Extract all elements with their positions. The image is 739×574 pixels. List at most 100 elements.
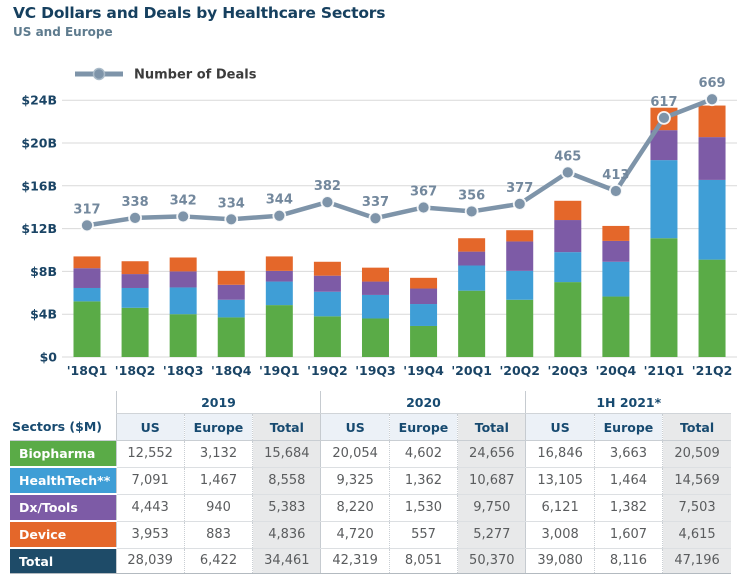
- chart-legend: Number of Deals: [75, 68, 257, 83]
- bar-segment-healthtech: [458, 265, 486, 291]
- table-cell: 9,750: [457, 494, 526, 522]
- y-axis-tick-label: $4B: [30, 307, 57, 322]
- deal-count-label: 367: [410, 184, 437, 199]
- deal-count-label: 317: [73, 202, 100, 217]
- bar-segment-biopharma: [650, 238, 678, 357]
- x-axis-tick-label: '18Q4: [211, 363, 252, 378]
- table-cell: 28,039: [115, 548, 185, 574]
- table-cell: 15,684: [252, 440, 321, 468]
- bar-segment-dxtools: [73, 268, 101, 288]
- table-cell: 8,051: [388, 548, 458, 574]
- table-row-total: Total 28,039 6,422 34,461 42,319 8,051 50,370 3…: [10, 548, 731, 574]
- x-axis-tick-label: '21Q2: [692, 363, 733, 378]
- sector-label-cell: Device: [10, 521, 116, 549]
- bar-segment-healthtech: [313, 291, 341, 317]
- table-cell: 1,464: [593, 467, 663, 495]
- deals-point-marker: [657, 110, 671, 125]
- table-cell: 1,362: [388, 467, 458, 495]
- sector-label-cell: HealthTech**: [10, 467, 116, 495]
- deal-count-label: 465: [554, 149, 581, 164]
- column-header-total: Total: [662, 413, 731, 441]
- table-cell: 557: [388, 521, 458, 549]
- year-group-header: 2020: [320, 391, 526, 414]
- x-axis-tick-label: '20Q4: [596, 363, 637, 378]
- bar-segment-biopharma: [73, 301, 101, 357]
- column-header-europe: Europe: [388, 413, 458, 441]
- bar-segment-dxtools: [265, 270, 293, 282]
- x-axis-tick-label: '21Q1: [644, 363, 685, 378]
- bar-segment-device: [554, 200, 582, 221]
- bar-segment-biopharma: [602, 296, 630, 357]
- sector-label-cell: Dx/Tools: [10, 494, 116, 522]
- bar-segment-device: [265, 256, 293, 271]
- x-axis-tick-label: '20Q2: [499, 363, 540, 378]
- bar-segment-healthtech: [506, 270, 534, 300]
- bar-segment-dxtools: [361, 281, 389, 295]
- column-header-total: Total: [252, 413, 321, 441]
- legend-label: Number of Deals: [134, 68, 257, 83]
- x-axis-tick-label: '18Q2: [115, 363, 156, 378]
- deals-point-marker: [464, 204, 479, 219]
- bar-segment-device: [169, 257, 197, 272]
- table-cell: 4,443: [115, 494, 185, 522]
- deal-count-label: 377: [506, 181, 533, 196]
- deal-count-label: 344: [266, 193, 293, 208]
- table-cell: 1,530: [388, 494, 458, 522]
- y-axis-tick-label: $24B: [21, 93, 57, 108]
- deals-point-marker: [705, 92, 719, 107]
- deals-point-marker: [416, 200, 431, 215]
- table-cell: 20,509: [662, 440, 731, 468]
- table-cell: 39,080: [525, 548, 595, 574]
- table-cell: 7,091: [115, 467, 185, 495]
- x-axis-tick-label: '20Q1: [451, 363, 492, 378]
- bar-segment-biopharma: [506, 299, 534, 357]
- table-corner-cell: [10, 391, 116, 414]
- bar-segment-device: [361, 267, 389, 282]
- table-cell: 8,116: [593, 548, 663, 574]
- table-cell: 8,558: [252, 467, 321, 495]
- deal-count-label: 356: [458, 188, 485, 203]
- bar-segment-healthtech: [410, 304, 438, 326]
- y-axis-tick-label: $16B: [21, 178, 57, 193]
- year-group-header: 1H 2021*: [525, 391, 731, 414]
- column-header-us: US: [320, 413, 390, 441]
- table-cell: 10,687: [457, 467, 526, 495]
- table-cell: 940: [183, 494, 253, 522]
- deals-point-marker: [128, 210, 142, 225]
- bar-segment-device: [217, 270, 245, 285]
- bar-segment-dxtools: [506, 241, 534, 271]
- y-axis-tick-label: $0: [40, 350, 58, 365]
- bar-segment-dxtools: [458, 251, 486, 266]
- x-axis-tick-label: '19Q4: [403, 363, 444, 378]
- table-cell: 20,054: [320, 440, 390, 468]
- y-axis-tick-label: $8B: [30, 264, 57, 279]
- bar-segment-device: [73, 256, 101, 269]
- bar-segment-dxtools: [698, 137, 726, 180]
- bar-segment-healthtech: [169, 287, 197, 315]
- table-cell: 4,720: [320, 521, 390, 549]
- bar-segment-device: [313, 261, 341, 276]
- bar-segment-biopharma: [313, 316, 341, 357]
- x-axis-tick-label: '18Q1: [67, 363, 108, 378]
- bar-segment-biopharma: [458, 290, 486, 357]
- sector-dollars-table-wrap: 2019 2020 1H 2021* Sectors ($M) US Europe Tota…: [10, 391, 731, 574]
- sector-label-cell: Biopharma: [10, 440, 116, 468]
- table-cell: 8,220: [320, 494, 390, 522]
- table-cell: 14,569: [662, 467, 731, 495]
- table-cell: 34,461: [252, 548, 321, 574]
- bar-segment-device: [410, 277, 438, 289]
- x-axis-tick-label: '20Q3: [548, 363, 589, 378]
- table-row-device: Device 3,953 883 4,836 4,720 557 5,277 3,008 1,6…: [10, 521, 731, 549]
- sector-dollars-table: 2019 2020 1H 2021* Sectors ($M) US Europe Tota…: [10, 391, 731, 574]
- deals-point-marker: [176, 209, 191, 224]
- bar-segment-healthtech: [73, 287, 101, 302]
- stacked-bar-line-chart: Number of Deals $0 $4B $8B $12B $16B $20B $24B…: [21, 68, 737, 378]
- table-row-dxtools: Dx/Tools 4,443 940 5,383 8,220 1,530 9,750 6,12…: [10, 494, 731, 522]
- chart-header: VC Dollars and Deals by Healthcare Secto…: [13, 4, 385, 39]
- x-axis-tick-label: '18Q3: [163, 363, 204, 378]
- deals-point-marker: [80, 218, 94, 233]
- table-cell: 12,552: [115, 440, 185, 468]
- bar-segment-healthtech: [121, 287, 149, 308]
- table-cell: 9,325: [320, 467, 390, 495]
- bar-segment-device: [602, 225, 630, 241]
